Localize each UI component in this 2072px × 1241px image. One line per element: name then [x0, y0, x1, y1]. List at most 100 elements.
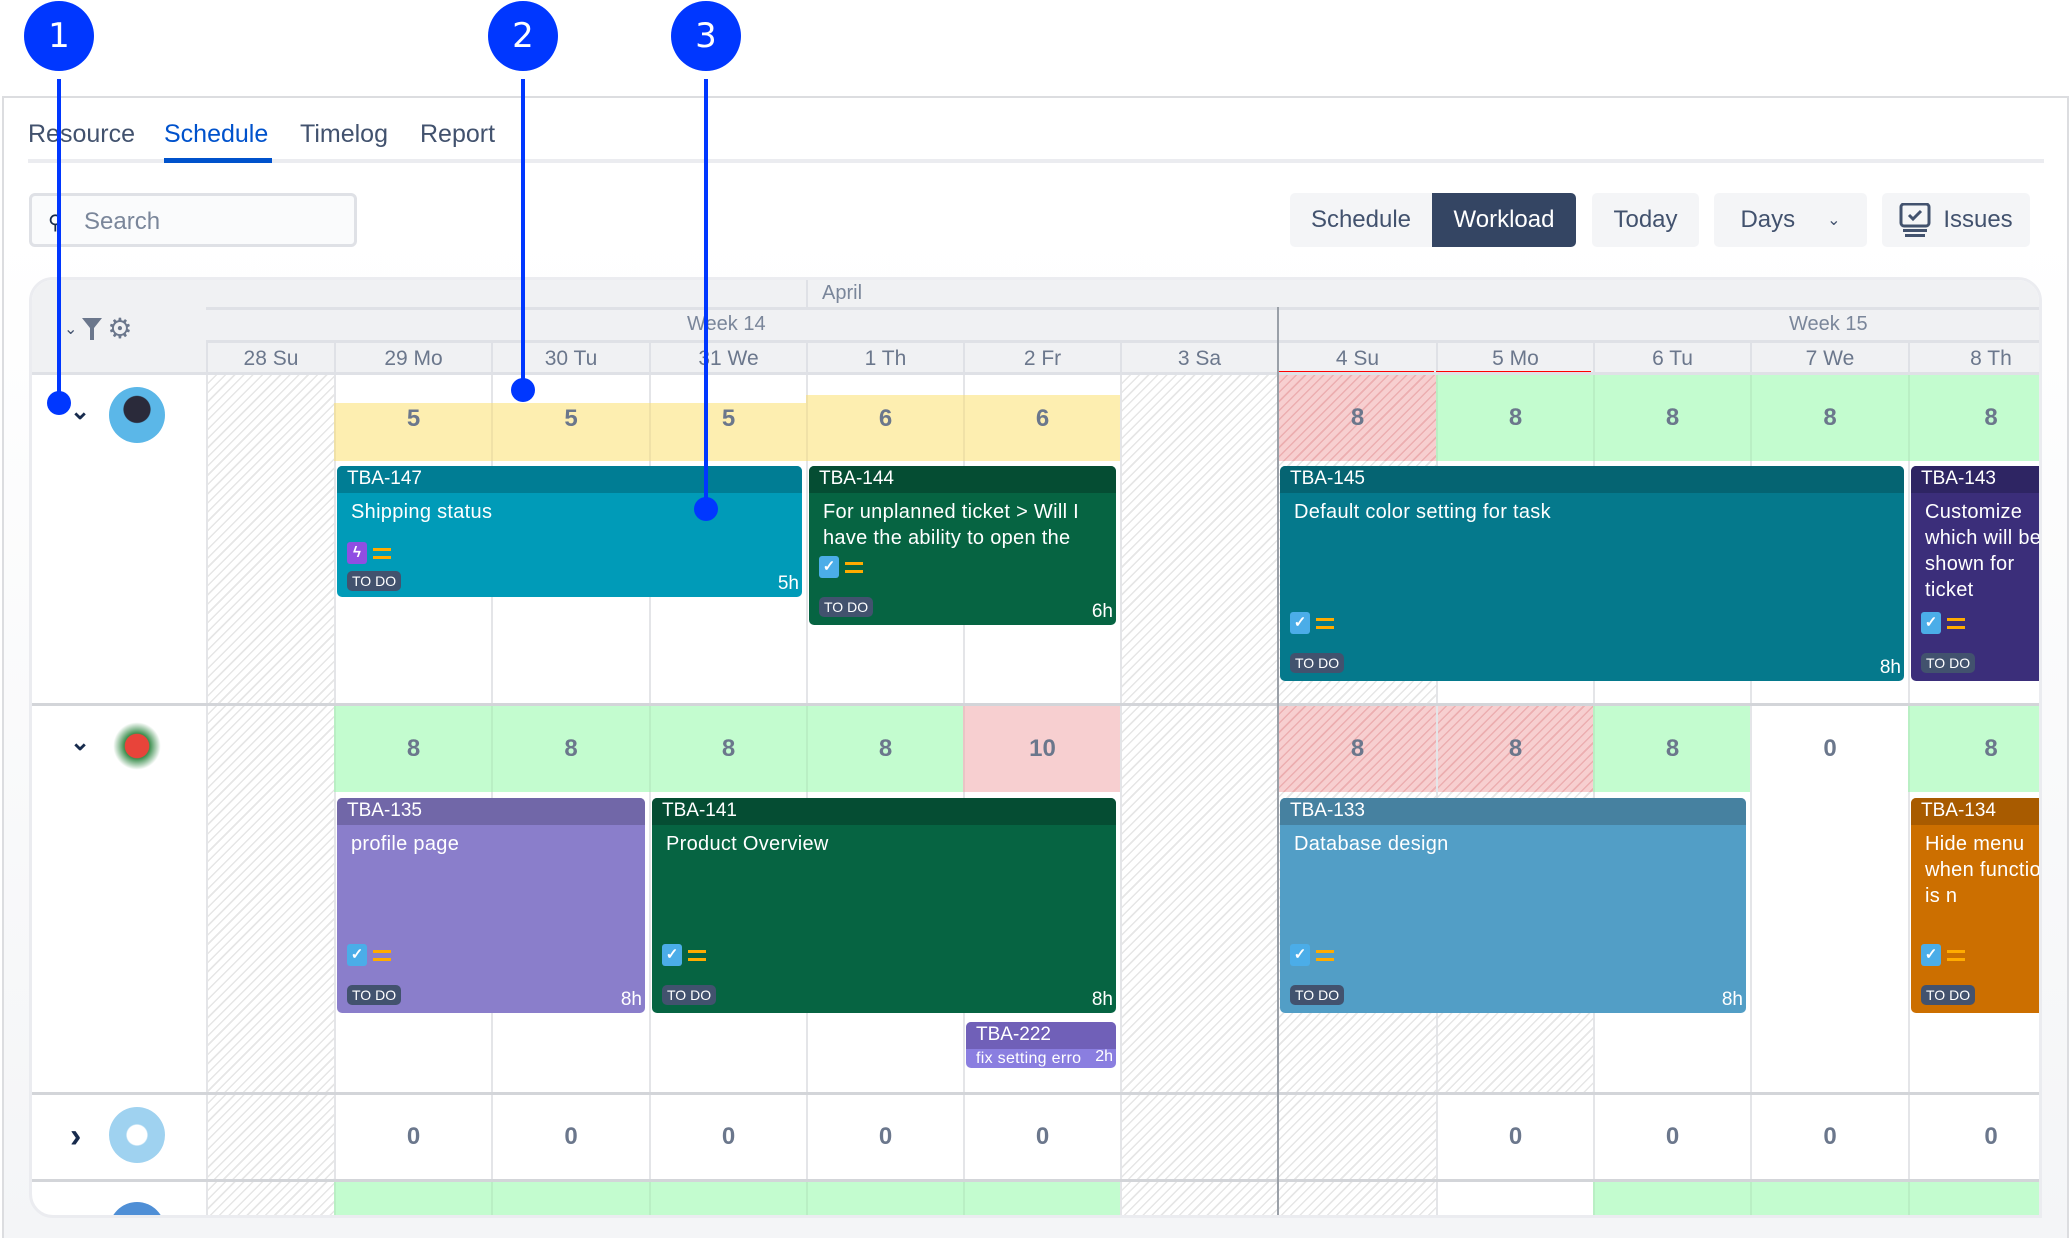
- day-header: 1 Th: [806, 343, 963, 375]
- workload-cell: [1277, 1095, 1436, 1179]
- workload-cell: [491, 1182, 649, 1215]
- status-badge: TO DO: [1921, 653, 1976, 673]
- day-header: 6 Tu: [1593, 343, 1750, 375]
- priority-medium-icon: [688, 949, 706, 961]
- issues-button[interactable]: Issues: [1882, 193, 2030, 247]
- avatar[interactable]: [109, 1107, 165, 1163]
- workload-cell: 0: [649, 1095, 806, 1179]
- task-icons: ✓: [1921, 944, 1965, 966]
- status-badge: TO DO: [819, 597, 874, 617]
- task-card[interactable]: TBA-134 Hide menu when function is n ✓ TO D…: [1911, 798, 2042, 1013]
- workload-cell: 0: [806, 1095, 963, 1179]
- task-hours: 8h: [620, 989, 642, 1010]
- priority-medium-icon: [1316, 617, 1334, 629]
- issues-icon: [1899, 203, 1931, 237]
- gear-icon[interactable]: ⚙: [107, 313, 133, 344]
- chevron-down-icon[interactable]: ⌄: [70, 398, 91, 425]
- header-controls: ⌄ ⚙: [64, 312, 133, 345]
- status-badge: TO DO: [1921, 985, 1976, 1005]
- task-card[interactable]: TBA-135 profile page ✓ TO DO 8h: [337, 798, 645, 1013]
- annotation-line: [704, 79, 708, 509]
- task-title: Product Overview: [666, 833, 829, 855]
- task-title: Default color setting for task: [1294, 501, 1551, 523]
- filter-icon[interactable]: [81, 317, 103, 341]
- task-key: TBA-134: [1911, 798, 2039, 825]
- task-title: Database design: [1294, 833, 1449, 855]
- task-title: profile page: [351, 833, 460, 855]
- day-header: 3 Sa: [1120, 343, 1277, 375]
- task-card[interactable]: TBA-145 Default color setting for task ✓ TO…: [1280, 466, 1904, 681]
- workload-cell: [1750, 1182, 1908, 1215]
- task-key: TBA-133: [1280, 798, 1746, 825]
- day-cell: [1120, 375, 1277, 703]
- avatar[interactable]: [109, 1202, 165, 1215]
- status-badge: TO DO: [1290, 985, 1345, 1005]
- task-key: TBA-144: [809, 466, 1116, 493]
- task-key: TBA-143: [1911, 466, 2039, 493]
- workload-cell: 0: [491, 1095, 649, 1179]
- task-card[interactable]: TBA-143 Customize which will be shown for…: [1911, 466, 2039, 681]
- workload-cell: [334, 1182, 491, 1215]
- annotation-line: [57, 79, 61, 403]
- schedule-view-button[interactable]: Schedule: [1290, 193, 1432, 247]
- task-title: Hide menu when function is n: [1925, 833, 2042, 907]
- task-checkbox-icon: ✓: [1290, 612, 1310, 634]
- workload-cell: [1120, 1182, 1277, 1215]
- avatar[interactable]: [109, 387, 165, 443]
- priority-medium-icon: [373, 547, 391, 559]
- workload-cell: 8: [1750, 375, 1908, 461]
- status-badge: TO DO: [1290, 653, 1345, 673]
- search-input[interactable]: ⚲ Search: [29, 193, 357, 247]
- task-icons: ✓: [1290, 612, 1334, 634]
- tab-report[interactable]: Report: [420, 120, 496, 148]
- workload-cell: 5: [649, 403, 806, 461]
- workload-cell: 8: [1593, 706, 1750, 792]
- chevron-right-icon[interactable]: ›: [70, 1117, 82, 1155]
- task-title: For unplanned ticket > Will I have the a…: [823, 501, 1080, 549]
- day-header: 7 We: [1750, 343, 1908, 375]
- search-placeholder: Search: [84, 208, 161, 235]
- day-header: 31 We: [649, 343, 806, 375]
- task-title: fix setting erro: [976, 1050, 1082, 1067]
- days-dropdown[interactable]: Days ⌄: [1714, 193, 1867, 247]
- workload-cell: [806, 1182, 963, 1215]
- priority-medium-icon: [1947, 617, 1965, 629]
- workload-cell: 6: [963, 395, 1120, 461]
- task-checkbox-icon: ✓: [819, 556, 839, 578]
- priority-medium-icon: [1316, 949, 1334, 961]
- month-divider: [806, 280, 808, 307]
- task-key: TBA-222: [966, 1022, 1116, 1049]
- day-cell: [334, 375, 491, 703]
- chevron-right-icon[interactable]: ›: [70, 1204, 81, 1215]
- workload-view-button[interactable]: Workload: [1432, 193, 1576, 247]
- day-header: 30 Tu: [491, 343, 649, 375]
- day-cell: [1908, 375, 2039, 703]
- task-card[interactable]: TBA-144 For unplanned ticket > Will I hav…: [809, 466, 1116, 625]
- chevron-down-icon[interactable]: ⌄: [70, 729, 91, 756]
- day-cell: [1120, 1095, 1277, 1179]
- row-divider: [32, 1179, 2039, 1182]
- week-label: Week 15: [1789, 313, 1868, 335]
- workload-cell: 5: [334, 403, 491, 461]
- task-card[interactable]: TBA-141 Product Overview ✓ TO DO 8h: [652, 798, 1116, 1013]
- row-divider: [32, 703, 2039, 706]
- workload-cell: [206, 1095, 334, 1179]
- workload-cell: 5: [491, 403, 649, 461]
- tab-resource[interactable]: Resource: [28, 120, 135, 148]
- workload-cell: [206, 1182, 334, 1215]
- day-header: 5 Mo: [1436, 343, 1593, 375]
- task-card[interactable]: TBA-222 fix setting erro 2h: [966, 1022, 1116, 1068]
- workload-cell: 0: [1436, 1095, 1593, 1179]
- today-button[interactable]: Today: [1592, 193, 1699, 247]
- collapse-all-icon[interactable]: ⌄: [64, 320, 78, 338]
- avatar[interactable]: [109, 718, 165, 774]
- workload-cell: [1277, 1182, 1436, 1215]
- day-cell: [334, 706, 491, 1092]
- task-card[interactable]: TBA-133 Database design ✓ TO DO 8h: [1280, 798, 1746, 1013]
- week-label: Week 14: [687, 313, 766, 335]
- task-hours: 8h: [1721, 989, 1743, 1010]
- task-checkbox-icon: ✓: [662, 944, 682, 966]
- tab-timelog[interactable]: Timelog: [300, 120, 388, 148]
- tab-schedule[interactable]: Schedule: [164, 120, 269, 148]
- task-card[interactable]: TBA-147 Shipping status ϟ TO DO 5h: [337, 466, 802, 597]
